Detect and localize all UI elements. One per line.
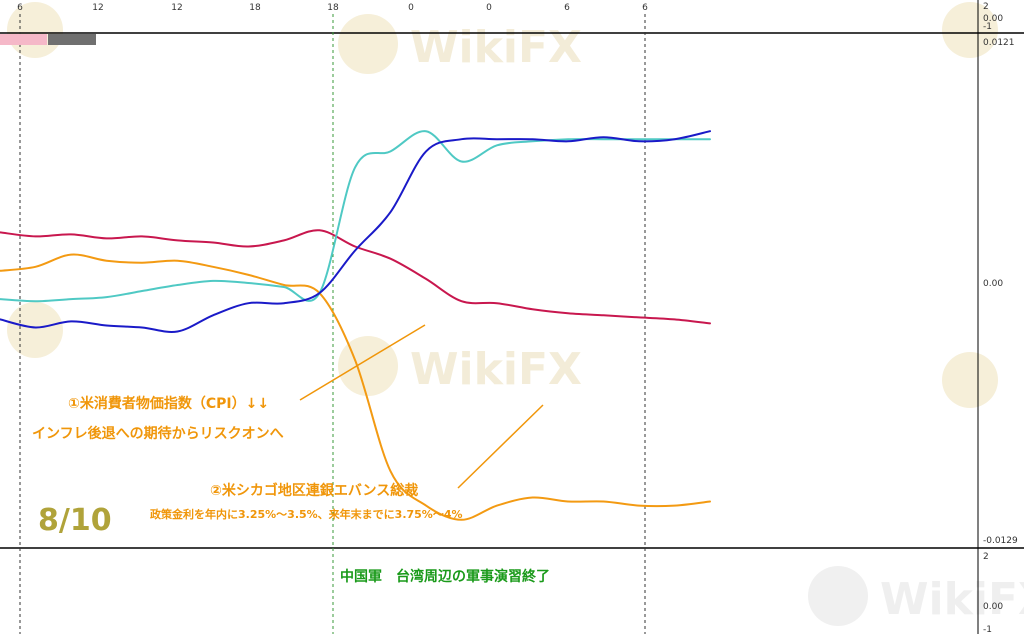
top-axis-tick-label: 18 <box>327 3 339 13</box>
evans-annotation-line1: ②米シカゴ地区連銀エバンス総裁 <box>210 482 418 499</box>
evans-annotation-line2: 政策金利を年内に3.25%～3.5%、来年末までに3.75%～4% <box>150 507 463 521</box>
right-axis-label: -0.0129 <box>983 536 1018 546</box>
top-axis-tick-label: 18 <box>249 3 261 13</box>
right-axis-label: 0.00 <box>983 279 1003 289</box>
watermark-text: WikiFX <box>410 22 582 73</box>
watermark-logo <box>338 336 398 396</box>
top-axis-tick-label: 0 <box>486 3 492 13</box>
watermark-text: WikiFX <box>410 344 582 395</box>
top-axis-ticks: 6 12 12 18 18 0 0 6 6 <box>17 3 648 13</box>
watermark-logo <box>7 2 63 58</box>
lower-panel-annotation: 中国軍 台湾周辺の軍事演習終了 <box>340 568 550 585</box>
evans-pointer-line <box>457 404 544 489</box>
cpi-pointer-line <box>299 324 426 401</box>
series-line-2 <box>0 253 711 521</box>
top-axis-tick-label: 0 <box>408 3 414 13</box>
cpi-annotation-line2: インフレ後退への期待からリスクオンへ <box>32 425 284 442</box>
top-axis-tick-label: 6 <box>642 3 648 13</box>
top-axis-tick-label: 6 <box>564 3 570 13</box>
indicator-bar <box>0 34 47 45</box>
series-line-1 <box>0 229 711 325</box>
top-right-axis-labels: 2 0.00-1 <box>983 2 1003 32</box>
indicator-bar <box>48 34 96 45</box>
watermark-layer: WikiFX WikiFX WikiFX <box>7 2 1024 626</box>
right-axis-label: 2 <box>983 552 989 562</box>
upper-right-axis-labels: 0.0121 0.00 -0.0129 <box>983 38 1018 546</box>
series-line-4 <box>0 130 711 333</box>
right-axis-label: -1 <box>983 22 992 32</box>
right-axis-label: 0.0121 <box>983 38 1015 48</box>
right-axis-label: -1 <box>983 625 992 634</box>
right-axis-label: 0.00 <box>983 14 1003 24</box>
right-axis-label: 2 <box>983 2 989 12</box>
watermark-logo <box>942 352 998 408</box>
watermark-logo <box>7 302 63 358</box>
watermark-logo <box>942 2 998 58</box>
top-axis-tick-label: 12 <box>92 3 103 13</box>
lower-right-axis-labels: 2 0.00 -1 <box>983 552 1003 634</box>
vertical-grid <box>19 14 646 634</box>
cpi-annotation-line1: ①米消費者物価指数（CPI）↓↓ <box>68 395 269 412</box>
series-line-3 <box>0 130 711 303</box>
series-layer <box>0 130 711 521</box>
watermark-logo <box>808 566 868 626</box>
watermark-logo <box>338 14 398 74</box>
indicator-bars <box>0 34 96 45</box>
top-axis-tick-label: 12 <box>171 3 182 13</box>
right-axis-label: 0.00 <box>983 602 1003 612</box>
watermark-text: WikiFX <box>880 574 1024 625</box>
date-label: 8/10 <box>38 503 112 538</box>
top-axis-tick-label: 6 <box>17 3 23 13</box>
